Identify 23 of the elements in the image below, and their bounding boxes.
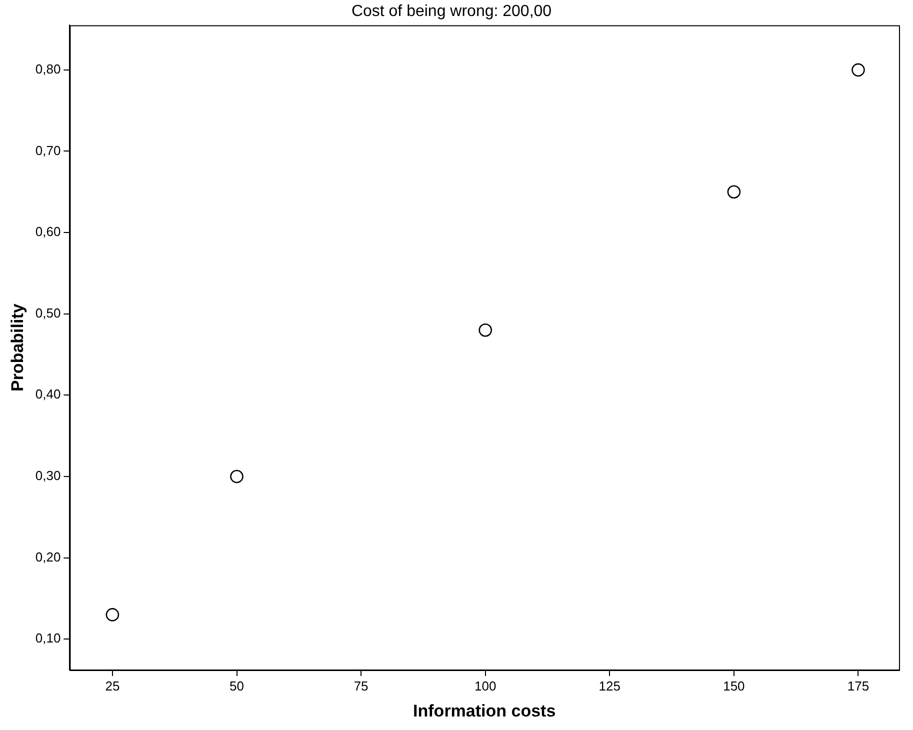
y-tick-label: 0,10 bbox=[35, 630, 61, 646]
x-tick-label: 50 bbox=[230, 678, 244, 694]
y-tick-label: 0,30 bbox=[35, 468, 61, 484]
point bbox=[106, 608, 120, 622]
point bbox=[478, 323, 492, 337]
y-tick-label: 0,70 bbox=[35, 142, 61, 158]
x-tick-label: 175 bbox=[847, 678, 870, 694]
y-tick-label: 0,40 bbox=[35, 386, 61, 402]
x-tick-label: 100 bbox=[474, 678, 496, 694]
point bbox=[230, 470, 244, 484]
point bbox=[852, 63, 865, 77]
x-axis-title: Information costs bbox=[413, 701, 556, 720]
y-tick-label: 0,50 bbox=[35, 305, 61, 320]
point bbox=[727, 185, 741, 199]
chart-title: Cost of being wrong: 200,00 bbox=[351, 3, 552, 20]
x-tick-label: 25 bbox=[105, 678, 120, 694]
x-tick-label: 125 bbox=[598, 678, 620, 694]
x-tick-label: 150 bbox=[723, 678, 745, 694]
y-axis-title: Probability bbox=[8, 303, 27, 392]
y-tick-label: 0,60 bbox=[35, 224, 61, 240]
x-tick-label: 75 bbox=[354, 678, 368, 694]
y-tick-label: 0,20 bbox=[35, 549, 61, 564]
y-tick-label: 0,80 bbox=[35, 62, 61, 76]
